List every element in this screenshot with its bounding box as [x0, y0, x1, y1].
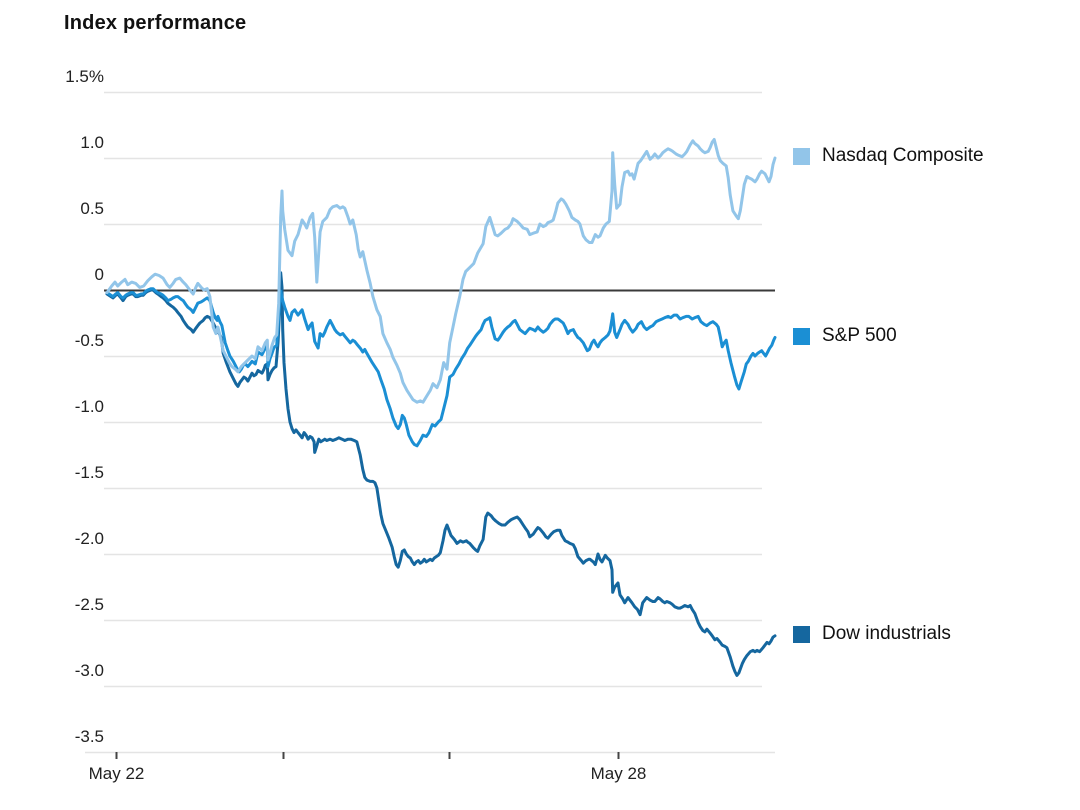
y-axis-label: 1.0	[80, 132, 104, 152]
y-axis-label: 0	[94, 264, 104, 284]
legend-item-dow-industrials: Dow industrials	[793, 623, 951, 645]
y-axis-label: -3.0	[74, 660, 104, 680]
legend-label: Dow industrials	[822, 623, 951, 644]
legend-item-nasdaq-composite: Nasdaq Composite	[793, 145, 984, 167]
legend-swatch-icon	[793, 625, 810, 643]
y-axis-label: -3.5	[74, 726, 104, 746]
legend-swatch-icon	[793, 147, 810, 165]
y-axis-label: 0.5	[80, 198, 104, 218]
y-axis-label: -1.5	[74, 462, 104, 482]
y-axis-label: -2.0	[74, 528, 104, 548]
chart-title: Index performance	[64, 12, 247, 34]
series-line-nasdaq-composite	[105, 138, 777, 404]
y-axis-label: -0.5	[74, 330, 104, 350]
legend-swatch-icon	[793, 327, 810, 345]
y-axis-label: -1.0	[74, 396, 104, 416]
legend-label: Nasdaq Composite	[822, 145, 984, 166]
series-line-s-p-500	[105, 287, 777, 448]
legend-label: S&P 500	[822, 325, 897, 346]
x-axis-label: May 22	[88, 764, 145, 783]
legend-item-s-p-500: S&P 500	[793, 325, 897, 347]
y-axis-label: -2.5	[74, 594, 104, 614]
x-axis-label: May 28	[590, 764, 647, 783]
series-line-dow-industrials	[105, 271, 777, 677]
y-axis-label: 1.5%	[65, 66, 104, 86]
